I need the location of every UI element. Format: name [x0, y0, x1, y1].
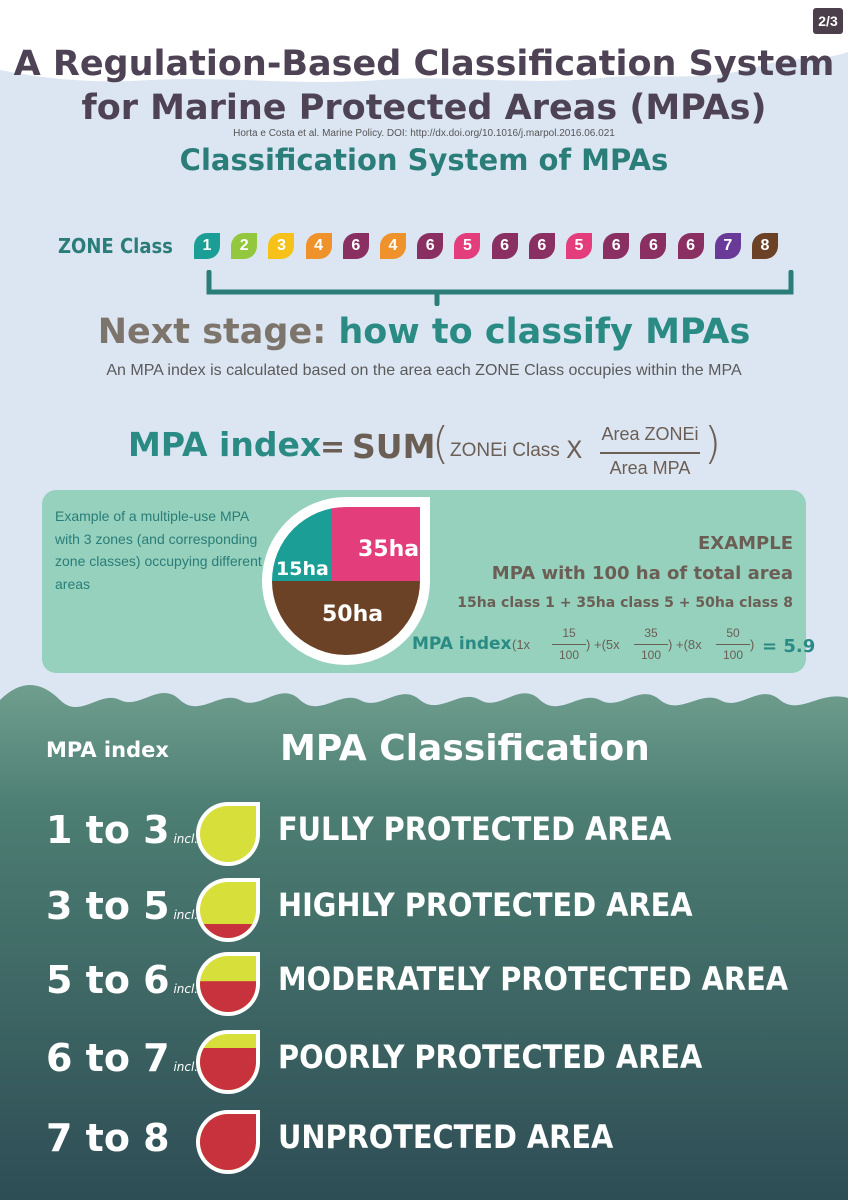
mpa-classification-label: HIGHLY PROTECTED AREA	[278, 886, 693, 924]
mpa-index-range: 3 to 5 incl.	[46, 884, 198, 928]
formula-paren-open: (	[432, 418, 450, 469]
zone-chip: 4	[380, 233, 406, 259]
zone-chip: 2	[231, 233, 258, 259]
term-close-paren: )	[750, 637, 755, 652]
section-title: Classification System of MPAs	[179, 143, 669, 177]
example-formula-term: +(8x 50 100)	[676, 624, 756, 668]
term-fraction-line	[552, 644, 586, 645]
zone-chip: 7	[714, 233, 741, 259]
protection-level-drop-icon	[196, 802, 260, 866]
example-heading: EXAMPLE	[698, 533, 793, 554]
zone-chip: 5	[566, 233, 592, 259]
zone-chip: 6	[603, 233, 630, 259]
next-stage-heading: Next stage: how to classify MPAs	[0, 312, 848, 352]
next-stage-prefix: Next stage:	[97, 312, 327, 352]
formula-equals: =	[320, 430, 346, 465]
zone-chip: 5	[454, 233, 481, 259]
term-denominator: 100	[640, 648, 662, 662]
term-numerator: 15	[562, 626, 576, 640]
term-multiplier: (1x	[512, 637, 531, 652]
term-fraction-line	[716, 644, 750, 645]
range-value: 5 to 6	[46, 958, 170, 1002]
formula-denominator: Area MPA	[609, 458, 691, 478]
page-title: A Regulation-Based Classification System…	[0, 42, 848, 130]
next-stage-text: how to classify MPAs	[338, 312, 751, 352]
term-close-paren: )	[668, 637, 673, 652]
mpa-index-range: 1 to 3 incl.	[46, 808, 198, 852]
range-inclusive-note: incl.	[169, 832, 199, 846]
example-description: Example of a multiple-use MPA with 3 zon…	[55, 508, 262, 592]
term-fraction-line	[634, 644, 668, 645]
zone-chip: 4	[305, 233, 332, 259]
table-header-classification: MPA Classification	[280, 728, 650, 769]
table-header-index: MPA index	[46, 738, 169, 762]
term-denominator: 100	[558, 648, 580, 662]
zone-chip: 6	[342, 233, 369, 259]
citation: Horta e Costa et al. Marine Policy. DOI:…	[233, 128, 615, 139]
protection-level-drop-icon	[196, 1030, 260, 1094]
formula-zone-class: ZONEi Class	[450, 440, 560, 461]
title-line-2: for Marine Protected Areas (MPAs)	[81, 88, 767, 128]
zone-chip: 6	[417, 233, 444, 259]
mpa-classification-label: FULLY PROTECTED AREA	[278, 810, 672, 848]
range-value: 6 to 7	[46, 1036, 170, 1080]
example-formula-label: MPA index	[412, 634, 512, 654]
zone-chip: 6	[640, 233, 667, 259]
example-result: = 5.9	[762, 636, 816, 657]
term-denominator: 100	[722, 648, 744, 662]
mpa-classification-label: POORLY PROTECTED AREA	[278, 1038, 703, 1076]
pie-slice-35ha	[332, 507, 420, 581]
formula-paren-close: )	[704, 418, 722, 469]
pie-label-35ha: 35ha	[358, 537, 419, 562]
zone-class-label: ZONE Class	[58, 234, 173, 258]
range-inclusive-note: incl.	[169, 1060, 199, 1074]
example-total-area: MPA with 100 ha of total area	[491, 563, 793, 584]
term-numerator: 50	[726, 626, 740, 640]
index-explanation: An MPA index is calculated based on the …	[106, 362, 742, 379]
zone-chip: 6	[491, 233, 518, 259]
zone-chip: 8	[752, 233, 778, 259]
range-value: 3 to 5	[46, 884, 170, 928]
pie-label-50ha: 50ha	[322, 602, 383, 627]
zone-bracket	[206, 270, 794, 306]
range-value: 1 to 3	[46, 808, 170, 852]
zone-chip: 3	[268, 233, 295, 259]
example-formula-terms: (1x 15 100) +(5x 35 100) +(8x 50 100)	[512, 624, 762, 668]
page-number-badge: 2/3	[813, 8, 843, 34]
zone-chip: 1	[194, 233, 220, 259]
range-inclusive-note: incl.	[169, 982, 199, 996]
pie-label-15ha: 15ha	[276, 558, 329, 580]
protection-level-drop-icon	[196, 1110, 260, 1174]
mpa-classification-label: UNPROTECTED AREA	[278, 1118, 614, 1156]
formula-fraction-line	[600, 452, 700, 454]
term-multiplier: +(8x	[676, 637, 702, 652]
example-formula-term: (1x 15 100)	[512, 624, 592, 668]
example-formula-term: +(5x 35 100)	[594, 624, 674, 668]
protection-level-drop-icon	[196, 952, 260, 1016]
zone-chip: 6	[528, 233, 555, 259]
formula-numerator: Area ZONEi	[601, 424, 699, 444]
mpa-classification-label: MODERATELY PROTECTED AREA	[278, 960, 789, 998]
term-multiplier: +(5x	[594, 637, 620, 652]
title-line-1: A Regulation-Based Classification System	[13, 44, 835, 84]
mpa-index-range: 5 to 6 incl.	[46, 958, 198, 1002]
term-numerator: 35	[644, 626, 658, 640]
zone-chip: 6	[677, 233, 704, 259]
top-cloud-shape	[0, 0, 848, 82]
term-close-paren: )	[586, 637, 591, 652]
formula-times: X	[566, 436, 583, 464]
mpa-index-range: 7 to 8	[46, 1116, 170, 1160]
formula-label: MPA index	[128, 425, 322, 464]
example-zone-drop: 15ha 35ha 50ha	[262, 497, 430, 665]
formula-sum: SUM	[352, 427, 436, 466]
example-class-breakdown: 15ha class 1 + 35ha class 5 + 50ha class…	[457, 595, 793, 611]
range-value: 7 to 8	[46, 1116, 170, 1160]
mpa-index-range: 6 to 7 incl.	[46, 1036, 198, 1080]
range-inclusive-note: incl.	[169, 908, 199, 922]
protection-level-drop-icon	[196, 878, 260, 942]
